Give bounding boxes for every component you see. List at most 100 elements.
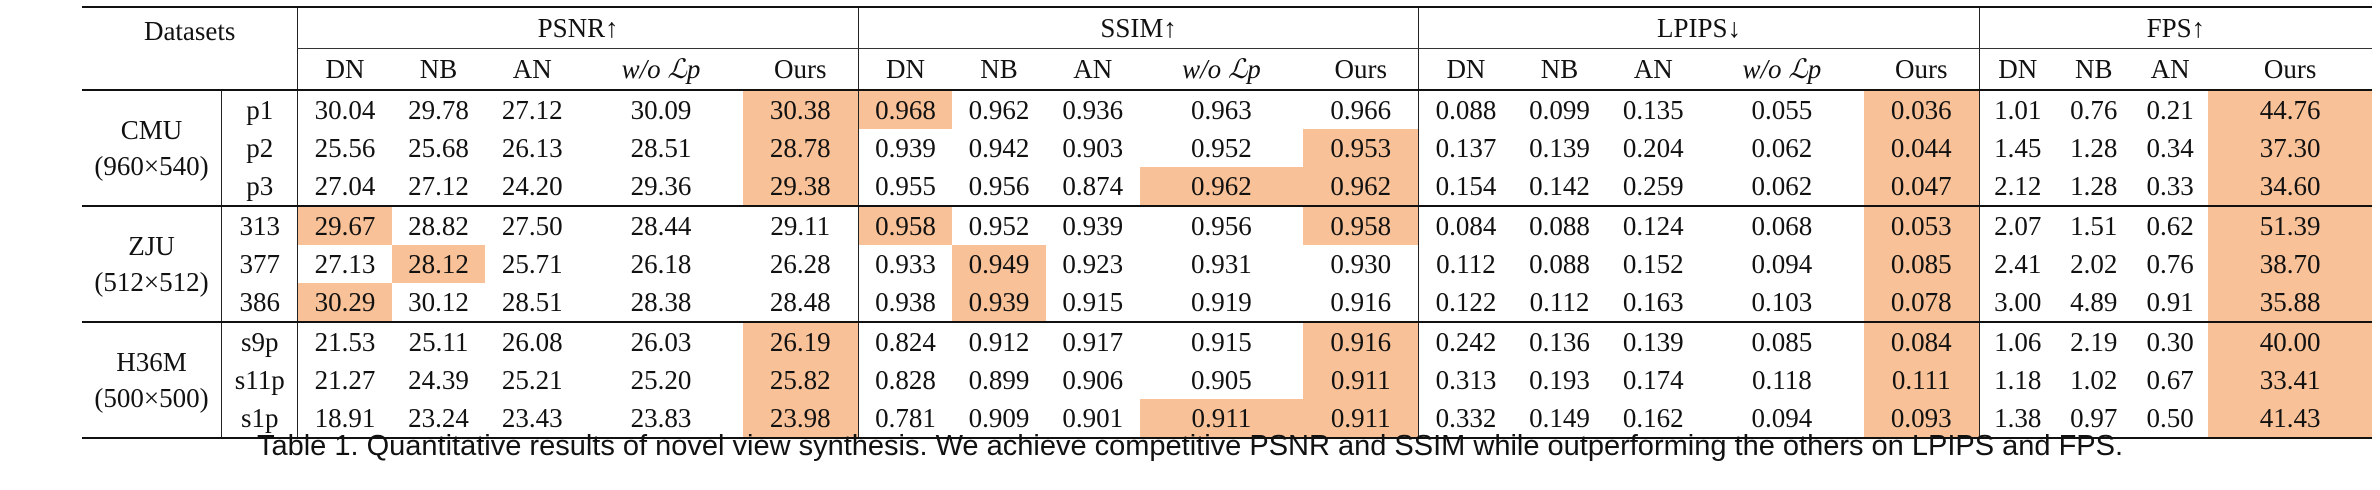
metric-cell: 0.139 [1622, 326, 1684, 357]
metric-cell: 23.98 [742, 399, 859, 439]
dataset-resolution: (512×512) [94, 267, 209, 297]
metric-cell: 0.044 [1863, 129, 1980, 167]
table-row: 386 30.29 30.12 28.51 28.38 28.48 0.938 0.939 0.… [82, 283, 2372, 323]
metric-cell: 0.163 [1606, 283, 1701, 323]
metric-cell: 28.38 [579, 283, 743, 323]
metric-cell: 21.53 [297, 322, 392, 361]
metric-cell: 0.047 [1863, 167, 1980, 207]
metric-cell: 2.02 [2070, 248, 2118, 279]
metric-cell: 28.51 [485, 283, 580, 323]
metric-cell: 1.38 [1978, 399, 2056, 439]
col-header: DN [857, 48, 953, 91]
metric-cell: 0.915 [1191, 326, 1252, 357]
sequence-id: p1 [221, 90, 298, 129]
metric-cell: 1.01 [1978, 90, 2056, 129]
metric-cell: 23.24 [391, 399, 486, 439]
sequence-id: s11p [221, 361, 298, 399]
metric-cell: 0.962 [1303, 167, 1419, 207]
metric-cell: 0.905 [1191, 364, 1252, 395]
metric-cell: 0.781 [857, 399, 953, 439]
col-header: w/o ℒp [579, 48, 743, 91]
metric-cell: 0.953 [1303, 129, 1419, 167]
metric-cell: 0.084 [1863, 322, 1980, 361]
metric-cell: 41.43 [2208, 399, 2372, 439]
col-header: DN [1978, 48, 2056, 91]
metric-cell: 2.41 [1978, 245, 2056, 283]
metric-cell: 25.56 [297, 129, 392, 167]
metric-cell: 28.82 [408, 210, 469, 241]
col-header: Ours [742, 48, 859, 91]
metric-cell: 0.909 [952, 399, 1046, 439]
metric-cell: 0.103 [1700, 283, 1864, 323]
metric-cell: 0.193 [1529, 364, 1590, 395]
metric-cell: 0.088 [1529, 210, 1590, 241]
metric-cell: 3.00 [1978, 283, 2056, 323]
metric-cell: 0.259 [1606, 167, 1701, 207]
col-header: w/o ℒp [1700, 48, 1864, 91]
metric-cell: 0.911 [1139, 399, 1304, 439]
metric-cell: 0.34 [2146, 132, 2194, 163]
metric-cell: 0.958 [1303, 206, 1419, 245]
col-header: Ours [1863, 48, 1980, 91]
metric-cell: 26.13 [501, 132, 563, 163]
metric-cell: 0.093 [1863, 399, 1980, 439]
metric-cell: 0.174 [1622, 364, 1684, 395]
metric-cell: 0.67 [2146, 364, 2194, 395]
metric-cell: 40.00 [2208, 322, 2372, 361]
metric-cell: 30.04 [297, 90, 392, 129]
metric-cell: 34.60 [2208, 167, 2372, 207]
metric-cell: 0.939 [1062, 210, 1124, 241]
metric-cell: 30.29 [297, 283, 392, 323]
col-header: DN [297, 48, 392, 91]
metric-cell: 29.36 [579, 167, 743, 207]
metric-cell: 0.938 [857, 283, 953, 323]
results-body: CMU (960×540) p1 30.04 29.78 27.12 30.09 30.38 0… [82, 90, 2372, 439]
metric-cell: 18.91 [297, 399, 392, 439]
metric-cell: 0.828 [857, 361, 953, 399]
metric-cell: 0.901 [1045, 399, 1140, 439]
col-header: DN [1418, 48, 1513, 91]
metric-cell: 0.962 [968, 94, 1030, 125]
metric-cell: 0.916 [1303, 283, 1419, 323]
metric-cell: 30.38 [742, 90, 859, 129]
table-row: ZJU (512×512) 313 29.67 28.82 27.50 28.44 29.11… [82, 206, 2372, 323]
metric-cell: 0.899 [968, 364, 1030, 395]
dataset-label: ZJU (512×512) [82, 206, 222, 323]
metric-cell: 0.956 [1191, 210, 1252, 241]
metric-cell: 0.149 [1512, 399, 1607, 439]
metric-cell: 29.11 [770, 210, 831, 241]
metric-cell: 25.11 [408, 326, 469, 357]
col-header: Ours [1303, 48, 1419, 91]
metric-cell: 25.68 [408, 132, 469, 163]
metric-cell: 0.906 [1062, 364, 1124, 395]
metric-cell: 30.12 [391, 283, 486, 323]
metric-cell: 0.874 [1045, 167, 1140, 207]
metric-cell: 0.21 [2146, 94, 2194, 125]
metric-cell: 0.76 [2146, 248, 2194, 279]
sequence-id: p2 [221, 129, 298, 167]
metric-cell: 24.39 [408, 364, 469, 395]
metric-cell: 0.916 [1303, 322, 1419, 361]
metric-cell: 0.942 [968, 132, 1030, 163]
metric-cell: 27.12 [391, 167, 486, 207]
metric-cell: 0.966 [1330, 94, 1392, 125]
metric-cell: 0.91 [2131, 283, 2209, 323]
metric-cell: 0.956 [952, 167, 1046, 207]
metric-cell: 0.332 [1418, 399, 1513, 439]
metric-cell: 29.67 [297, 206, 392, 245]
col-header: AN [1606, 48, 1701, 91]
metric-cell: 0.30 [2146, 326, 2194, 357]
dataset-resolution: (960×540) [94, 151, 209, 181]
results-table: Datasets PSNR↑ SSIM↑ LPIPS↓ FPS↑ DN NB A… [82, 6, 2372, 439]
metric-cell: 0.085 [1751, 326, 1813, 357]
metric-cell: 0.152 [1622, 248, 1684, 279]
metric-cell: 0.313 [1418, 361, 1513, 399]
col-header: NB [391, 48, 486, 91]
metric-cell: 37.30 [2208, 129, 2372, 167]
sequence-id: p3 [221, 167, 298, 207]
col-header: NB [2055, 48, 2132, 91]
metric-cell: 27.50 [501, 210, 563, 241]
metric-cell: 28.12 [391, 245, 486, 283]
metric-cell: 0.112 [1512, 283, 1607, 323]
metric-cell: 0.962 [1139, 167, 1304, 207]
